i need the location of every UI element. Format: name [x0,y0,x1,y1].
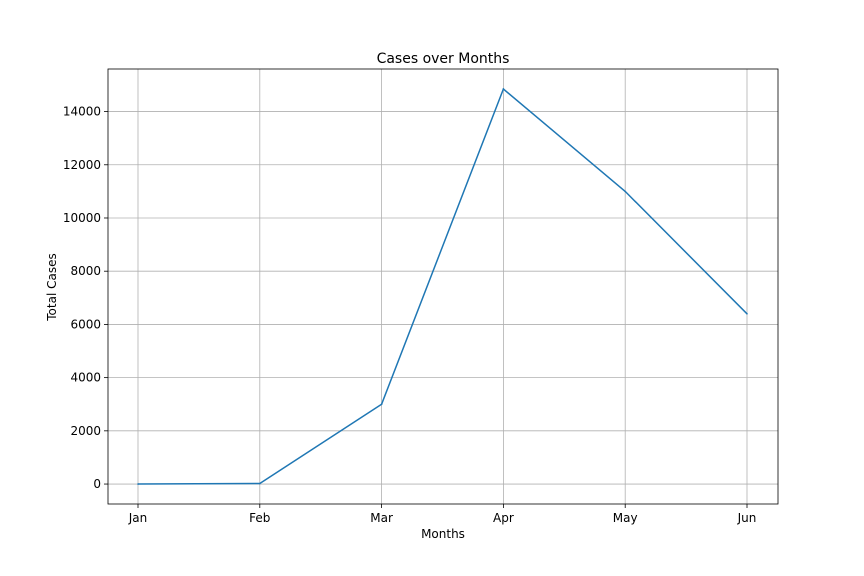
y-tick-label: 4000 [70,371,101,385]
y-tick-label: 10000 [63,211,101,225]
y-tick-label: 12000 [63,158,101,172]
x-tick-label: Apr [493,511,514,525]
data-point [137,483,139,485]
y-axis-label: Total Cases [45,253,59,321]
grid-lines [108,69,778,504]
x-tick-label: May [613,511,638,525]
x-tick-label: Jun [737,511,757,525]
data-point [502,88,505,90]
data-point [380,403,383,406]
x-axis-label: Months [421,527,465,541]
y-tick-label: 14000 [63,105,101,119]
y-tick-label: 6000 [70,317,101,331]
series-line [137,87,748,485]
chart-title: Cases over Months [377,51,510,67]
x-tick-label: Feb [249,511,270,525]
data-point [259,482,261,485]
plot-frame [107,68,779,505]
x-tick-label: Jan [128,511,148,525]
axis-ticks: Jan Feb Mar Apr May Jun 0 2000 4000 6000 8000 10000… [63,105,757,525]
y-tick-label: 0 [93,477,101,491]
y-tick-label: 2000 [70,424,101,438]
data-point [746,312,748,315]
series-layer [137,87,748,485]
data-point [624,190,626,193]
x-tick-label: Mar [370,511,393,525]
y-tick-label: 8000 [70,264,101,278]
